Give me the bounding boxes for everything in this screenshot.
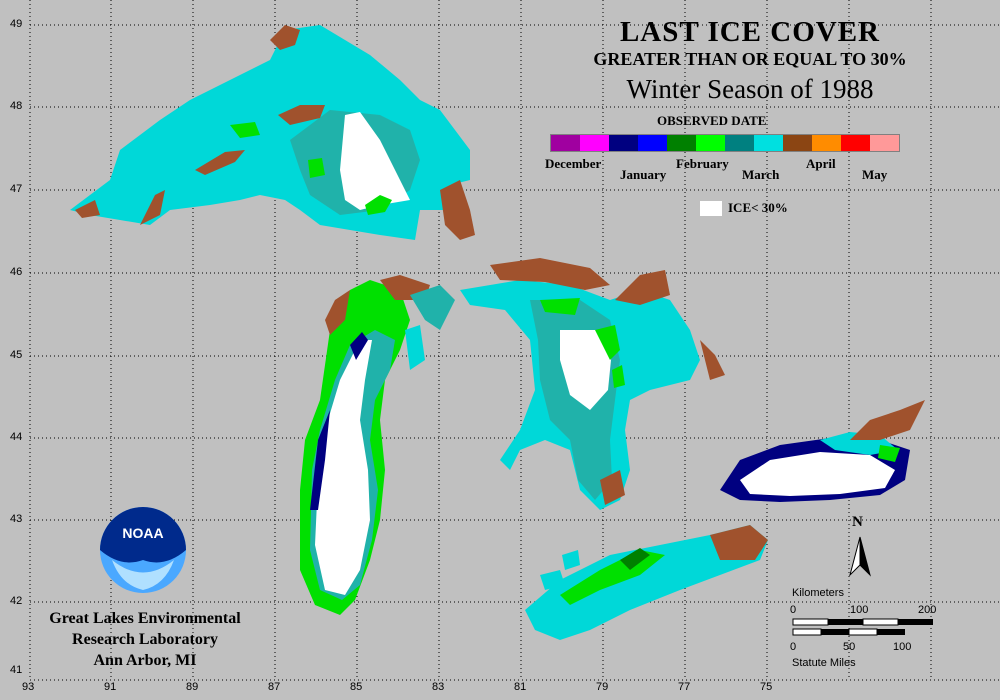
- longitude-label-89: 89: [186, 681, 199, 693]
- org-line-1: Great Lakes Environmental: [49, 610, 241, 627]
- north-label: N: [852, 514, 863, 530]
- legend-month-december: December: [545, 156, 602, 171]
- lake-erie: [525, 525, 768, 640]
- lake-superior: [70, 25, 475, 240]
- scale-mi-tick-0: 0: [790, 641, 797, 653]
- latitude-label-42: 42: [10, 595, 23, 607]
- scale-km-tick-0: 0: [790, 604, 797, 616]
- noaa-logo-text: NOAA: [122, 525, 163, 541]
- org-line-2: Research Laboratory: [72, 631, 218, 648]
- title-main: LAST ICE COVER: [619, 16, 881, 48]
- north-arrow-icon: [849, 536, 871, 577]
- ice-legend-label: ICE< 30%: [728, 200, 788, 215]
- lake-ontario: [720, 400, 925, 502]
- legend-swatch-1: [580, 135, 609, 151]
- scale-km-tick-100: 100: [850, 604, 869, 616]
- latitude-label-48: 48: [10, 100, 23, 112]
- noaa-logo: [100, 507, 186, 593]
- latitude-label-49: 49: [10, 18, 23, 30]
- lake-michigan: [300, 275, 455, 615]
- legend-swatch-8: [783, 135, 812, 151]
- legend-month-january: January: [620, 167, 667, 182]
- latitude-label-41: 41: [10, 664, 23, 676]
- legend-color-bar: [550, 134, 900, 152]
- organization-block: Great Lakes Environmental Research Labor…: [20, 608, 270, 671]
- legend-swatch-3: [638, 135, 667, 151]
- legend-swatch-6: [725, 135, 754, 151]
- longitude-label-85: 85: [350, 681, 363, 693]
- longitude-label-93: 93: [22, 681, 35, 693]
- legend-month-march: March: [742, 167, 780, 182]
- longitude-label-79: 79: [596, 681, 609, 693]
- scale-km-label: Kilometers: [792, 587, 844, 599]
- legend-month-february: February: [676, 156, 729, 171]
- latitude-label-47: 47: [10, 183, 23, 195]
- legend-swatch-10: [841, 135, 870, 151]
- org-line-3: Ann Arbor, MI: [93, 652, 197, 669]
- longitude-label-83: 83: [432, 681, 445, 693]
- legend-swatch-11: [870, 135, 899, 151]
- title-season: Winter Season of 1988: [626, 74, 874, 104]
- title-block: LAST ICE COVER GREATER THAN OR EQUAL TO …: [540, 16, 960, 106]
- scale-mi-label: Statute Miles: [792, 657, 856, 669]
- legend-month-may: May: [862, 167, 888, 182]
- title-sub: GREATER THAN OR EQUAL TO 30%: [593, 49, 907, 69]
- latitude-label-46: 46: [10, 266, 23, 278]
- scale-bar: [792, 618, 933, 636]
- scale-mi-tick-50: 50: [843, 641, 856, 653]
- lake-st-clair: [562, 550, 580, 570]
- legend-month-april: April: [806, 156, 836, 171]
- legend-swatch-2: [609, 135, 638, 151]
- longitude-label-75: 75: [760, 681, 773, 693]
- scale-mi-tick-100: 100: [893, 641, 912, 653]
- legend-swatch-5: [696, 135, 725, 151]
- scale-km-tick-200: 200: [918, 604, 937, 616]
- latitude-label-44: 44: [10, 431, 23, 443]
- longitude-label-81: 81: [514, 681, 527, 693]
- legend-swatch-0: [551, 135, 580, 151]
- lake-huron: [460, 258, 725, 510]
- legend-title: OBSERVED DATE: [657, 113, 767, 128]
- longitude-label-77: 77: [678, 681, 691, 693]
- legend-swatch-9: [812, 135, 841, 151]
- latitude-label-43: 43: [10, 513, 23, 525]
- ice-legend-swatch: [700, 201, 722, 216]
- longitude-label-91: 91: [104, 681, 117, 693]
- latitude-label-45: 45: [10, 349, 23, 361]
- legend-swatch-4: [667, 135, 696, 151]
- legend-swatch-7: [754, 135, 783, 151]
- longitude-label-87: 87: [268, 681, 281, 693]
